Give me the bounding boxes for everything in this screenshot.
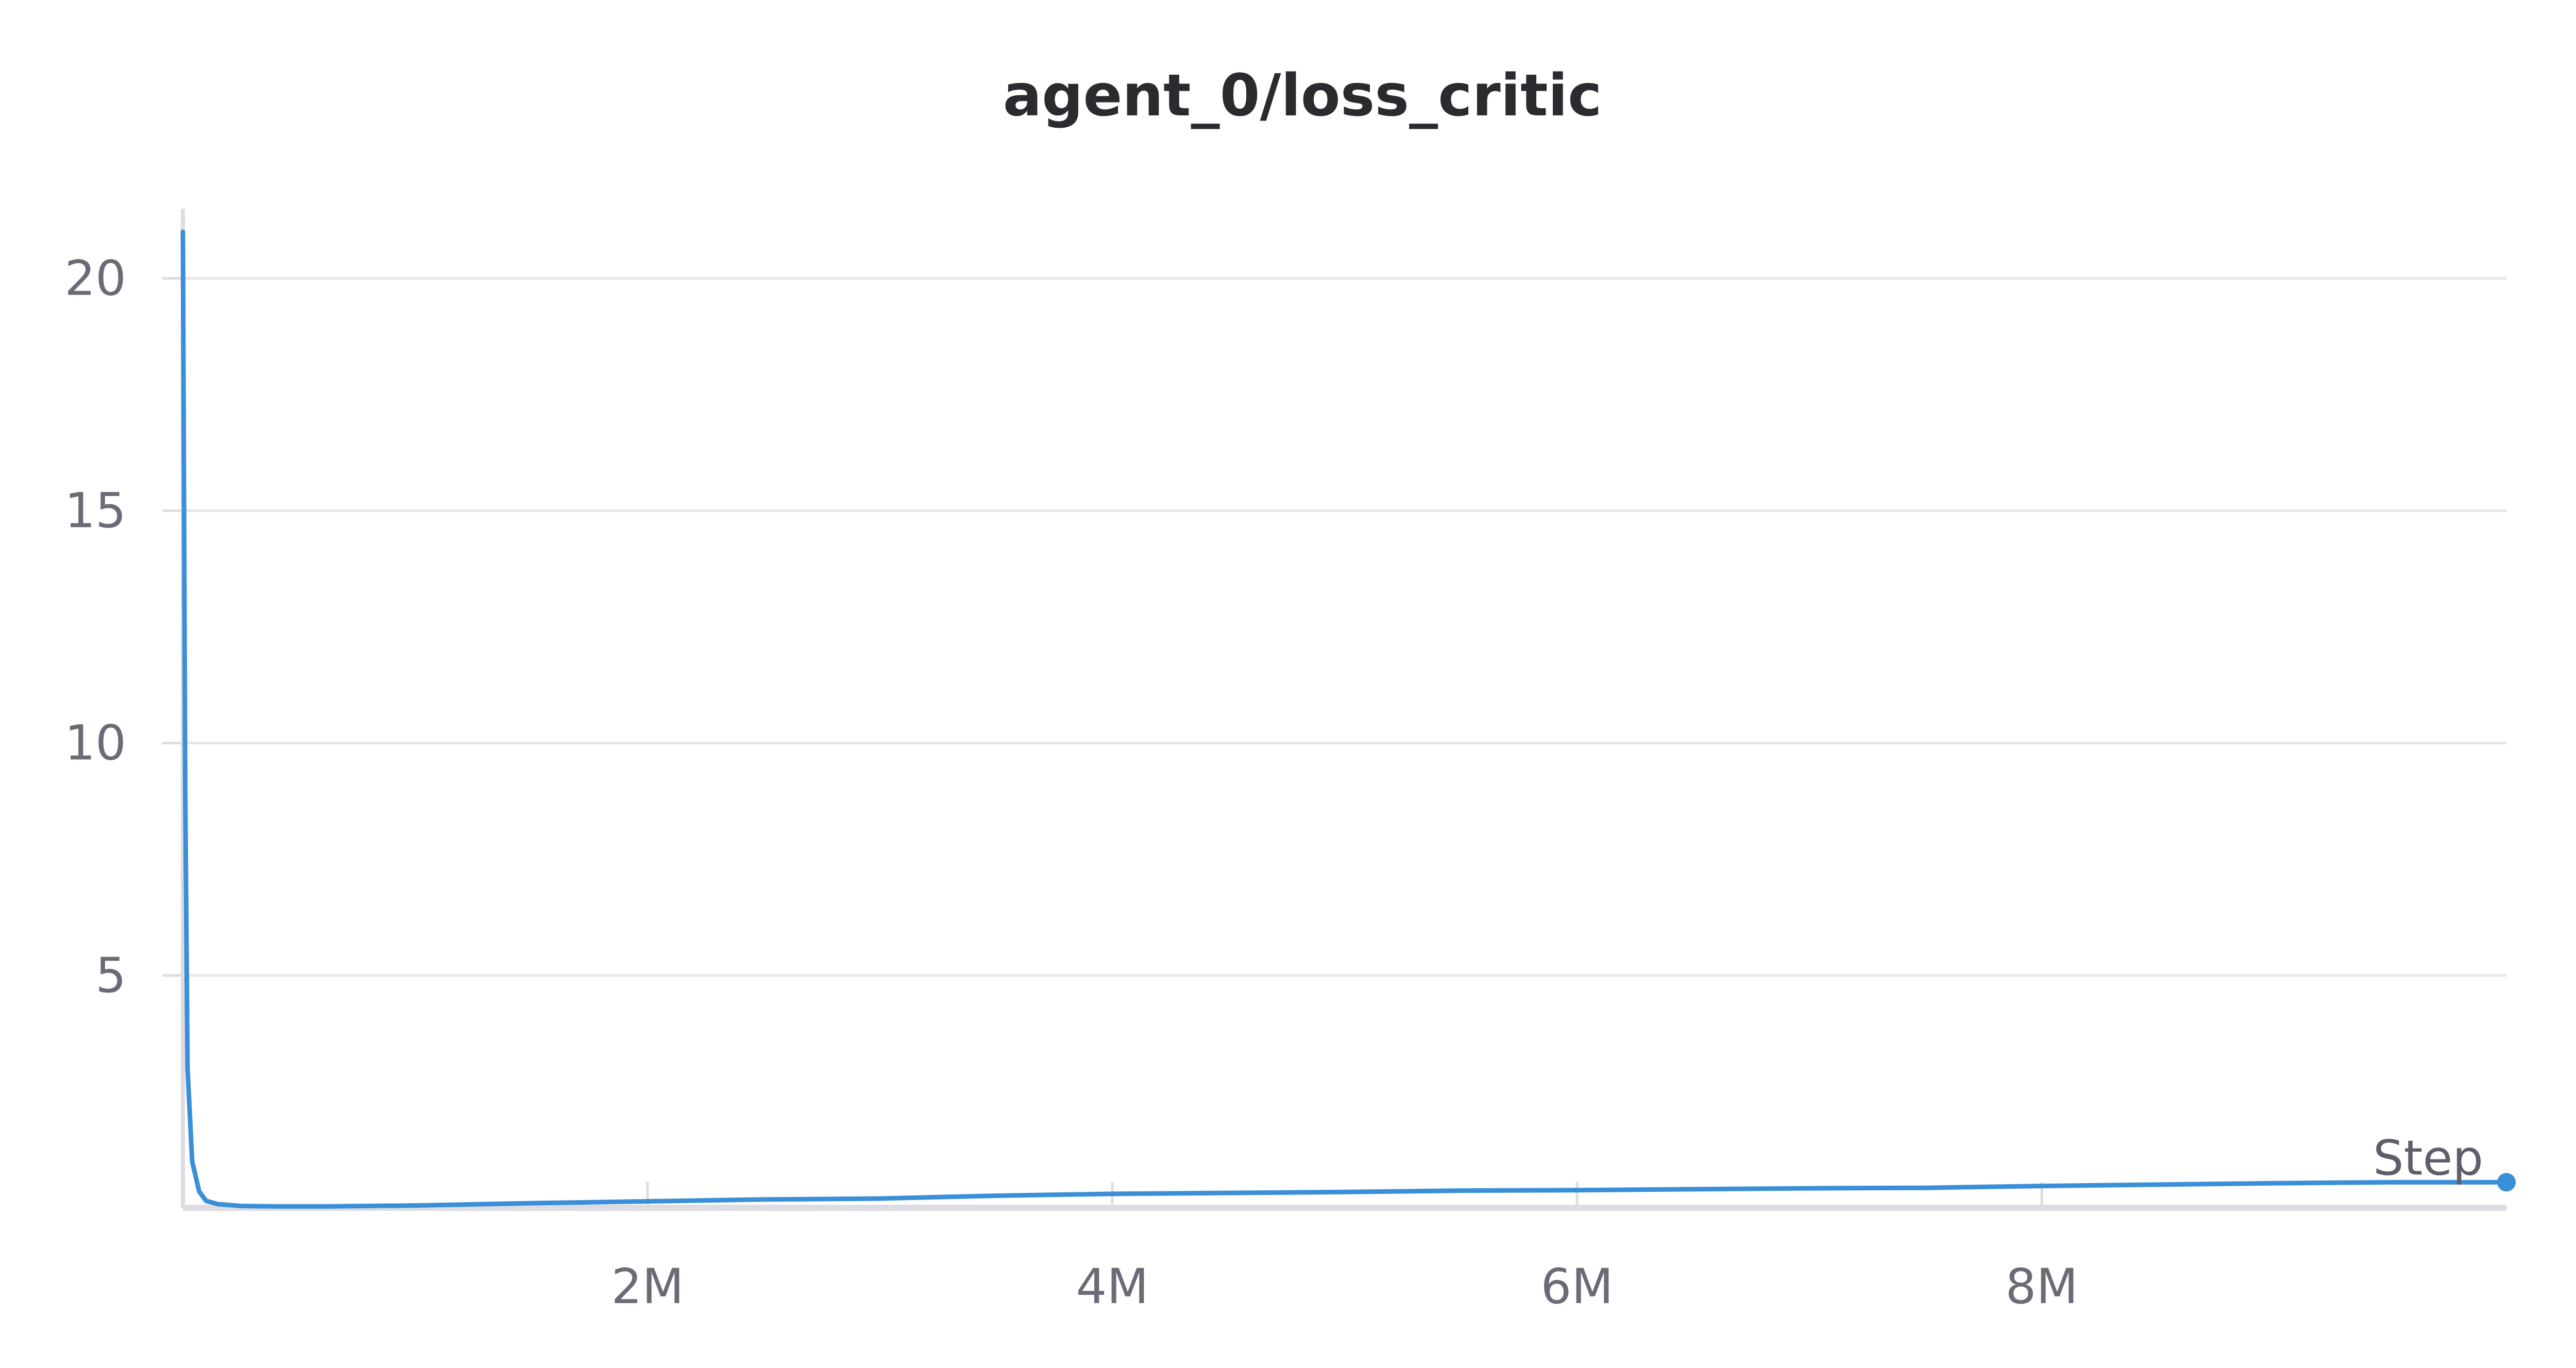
y-tick-label: 15 [64,483,126,539]
grid-layer [183,277,2506,977]
x-axis-label: Step [2373,1130,2483,1186]
series-end-point [2497,1173,2516,1192]
x-tick-label: 8M [2006,1259,2078,1315]
y-tick-label: 10 [64,715,126,772]
series-line [180,229,2509,1209]
series-layer [180,229,2516,1209]
x-tick-label: 4M [1076,1259,1149,1315]
x-tick-label: 6M [1541,1259,1614,1315]
y-tick-label: 5 [95,948,126,1004]
chart-title: agent_0/loss_critic [1003,62,1602,129]
x-tick-label: 2M [612,1259,684,1315]
y-tick-label: 20 [64,250,126,306]
axis-layer [181,209,2506,1211]
tick-layer: 5 10 15 20 2M 4M 6M 8M [64,250,2078,1315]
